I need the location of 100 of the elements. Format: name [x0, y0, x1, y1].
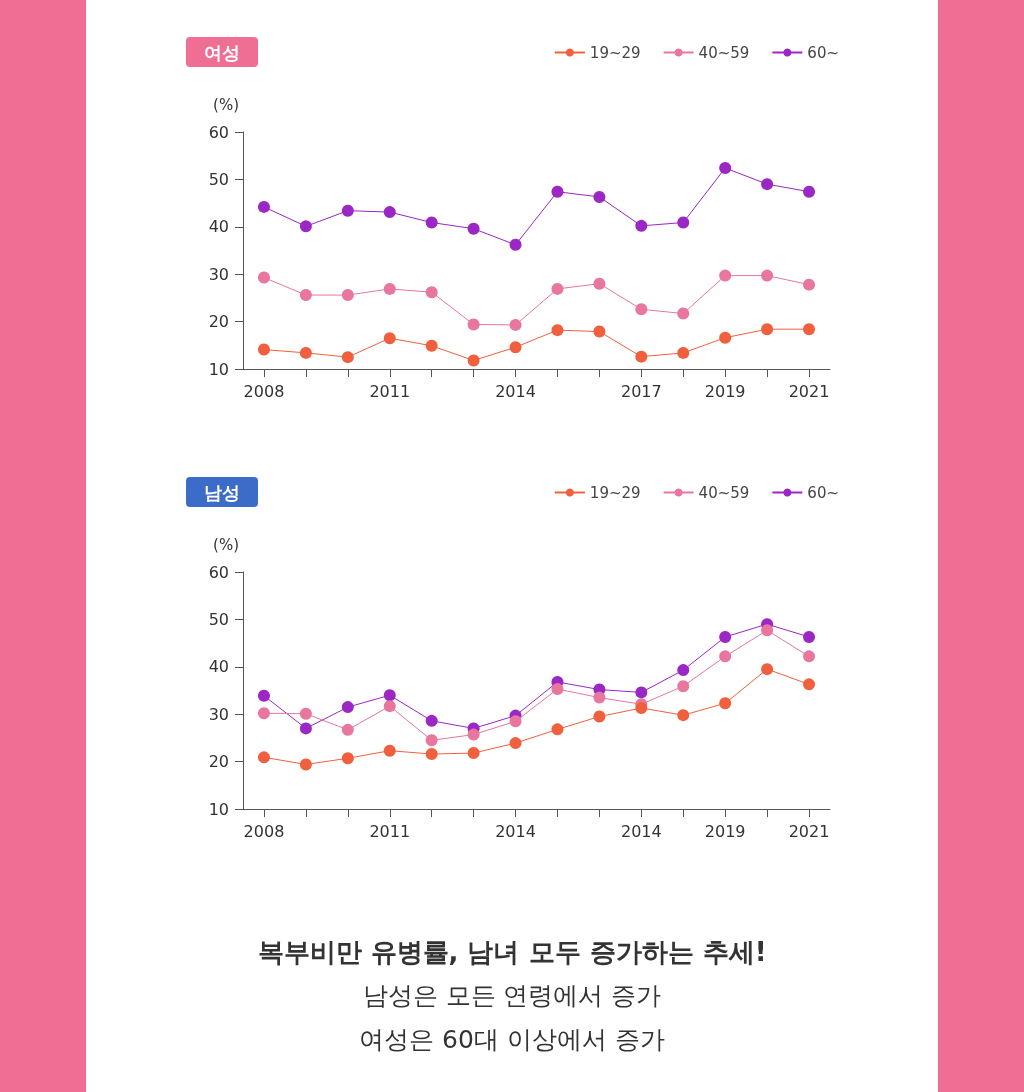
point — [803, 185, 816, 198]
point — [383, 282, 396, 295]
point — [761, 624, 774, 637]
legend-label: 19~29 — [589, 483, 641, 502]
x-tick-label: 2008 — [243, 821, 285, 841]
point — [425, 734, 438, 747]
legend-label: 19~29 — [589, 43, 641, 62]
text: 남성은 모든 연령에서 증가 — [361, 980, 663, 1012]
y-tick-label: 30 — [208, 264, 229, 284]
y-tick-label: 20 — [208, 312, 229, 332]
point — [299, 220, 312, 233]
y-tick-label: 60 — [208, 122, 229, 142]
y-tick-label: 30 — [208, 704, 229, 724]
point — [299, 707, 312, 720]
x-tick-label: 2017 — [620, 381, 662, 401]
y-axis-title: (%) — [213, 535, 239, 554]
point — [257, 751, 270, 764]
point — [635, 219, 648, 232]
point — [635, 303, 648, 316]
point — [677, 664, 690, 677]
legend-label: 60~ — [807, 43, 839, 62]
point — [761, 269, 774, 282]
x-tick-label: 2014 — [620, 821, 662, 841]
point — [383, 700, 396, 713]
point — [677, 307, 690, 320]
point — [803, 323, 816, 336]
x-tick-label: 2021 — [788, 821, 830, 841]
point — [803, 630, 816, 643]
point — [719, 269, 732, 282]
point — [551, 185, 564, 198]
point — [719, 630, 732, 643]
point — [803, 278, 816, 291]
x-tick-label: 2011 — [369, 821, 411, 841]
point — [593, 710, 606, 723]
legend-label: 60~ — [807, 483, 839, 502]
point — [383, 689, 396, 702]
point — [425, 714, 438, 727]
point — [593, 277, 606, 290]
point — [677, 680, 690, 693]
point — [551, 723, 564, 736]
point — [341, 701, 354, 714]
x-tick-label: 2014 — [495, 821, 536, 841]
point — [341, 752, 354, 765]
point — [761, 663, 774, 676]
point — [257, 271, 270, 284]
chart-title: 남성 — [204, 481, 240, 503]
point — [467, 728, 480, 741]
point — [677, 216, 690, 229]
y-tick-label: 20 — [208, 752, 229, 772]
point — [677, 709, 690, 722]
point — [425, 339, 438, 352]
y-tick-label: 40 — [208, 657, 229, 677]
point — [551, 683, 564, 696]
point — [383, 744, 396, 757]
point — [635, 350, 648, 363]
point — [299, 758, 312, 771]
point — [425, 216, 438, 229]
y-tick-label: 60 — [208, 562, 229, 582]
y-tick-label: 50 — [208, 609, 229, 629]
x-tick-label: 2008 — [243, 381, 285, 401]
text: 여성은 60대 이상에서 증가 — [358, 1024, 666, 1056]
point — [341, 204, 354, 217]
point — [719, 697, 732, 710]
point — [509, 341, 522, 354]
point — [341, 723, 354, 736]
point — [593, 691, 606, 704]
point — [467, 222, 480, 235]
point — [551, 324, 564, 337]
point — [593, 325, 606, 338]
legend-label: 40~59 — [698, 43, 750, 62]
point — [509, 318, 522, 331]
point — [593, 190, 606, 203]
point — [761, 178, 774, 191]
point — [803, 678, 816, 691]
point — [509, 737, 522, 750]
point — [719, 650, 732, 663]
point — [467, 318, 480, 331]
point — [509, 238, 522, 251]
point — [425, 748, 438, 761]
legend-label: 40~59 — [698, 483, 750, 502]
point — [257, 343, 270, 356]
text: 복부비만 유병률, 남녀 모두 증가하는 추세! — [256, 936, 768, 969]
x-tick-label: 2021 — [788, 381, 830, 401]
point — [467, 747, 480, 760]
x-tick-label: 2014 — [495, 381, 536, 401]
point — [341, 351, 354, 364]
point — [635, 686, 648, 699]
point — [551, 282, 564, 295]
point — [383, 206, 396, 219]
point — [719, 162, 732, 175]
x-tick-label: 2019 — [704, 821, 746, 841]
chart-title: 여성 — [204, 41, 240, 63]
point — [803, 650, 816, 663]
point — [299, 289, 312, 302]
point — [257, 200, 270, 213]
y-tick-label: 40 — [208, 217, 229, 237]
point — [467, 354, 480, 367]
y-tick-label: 50 — [208, 169, 229, 189]
y-tick-label: 10 — [208, 359, 229, 379]
point — [677, 346, 690, 359]
